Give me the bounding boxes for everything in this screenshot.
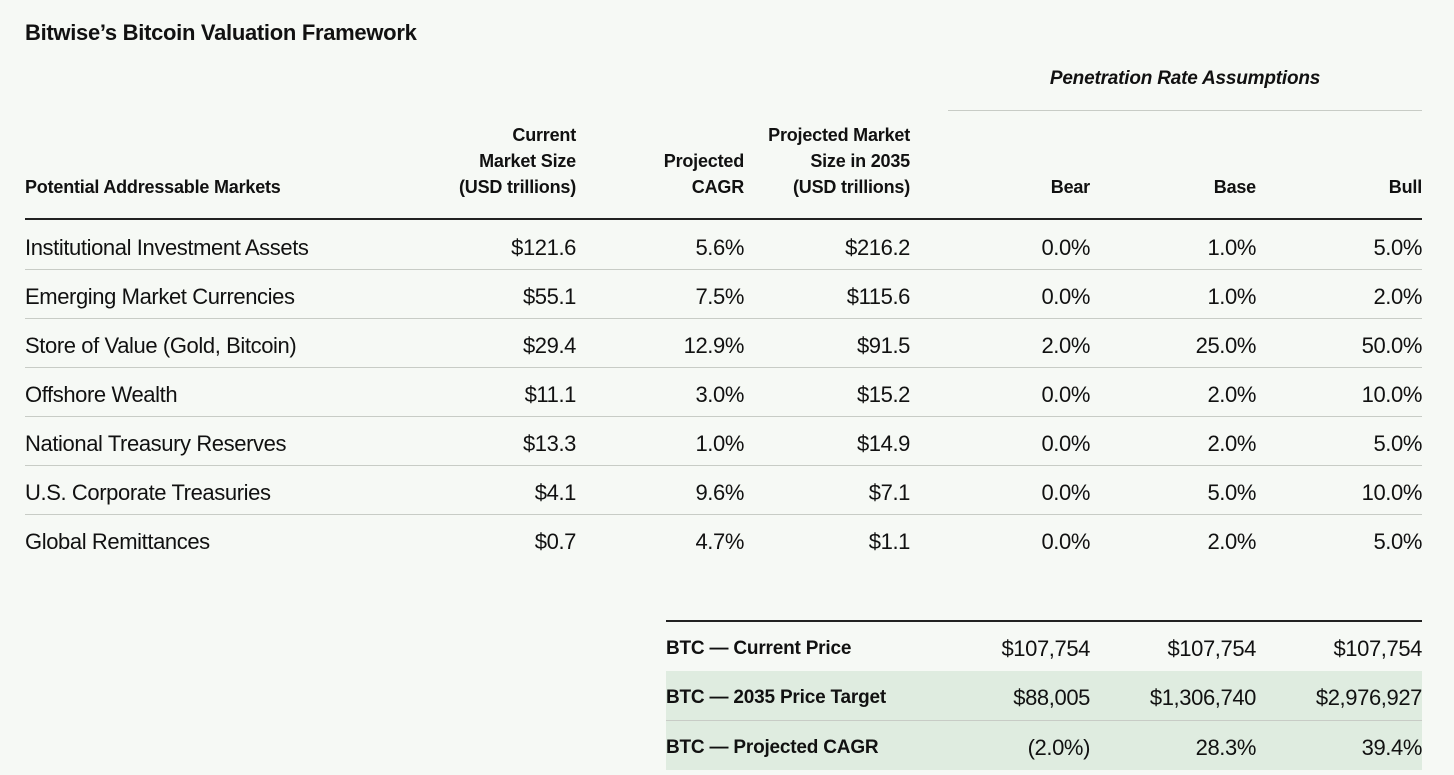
projected-size-value: $15.2 [856, 382, 910, 407]
header-line: Current [512, 125, 576, 145]
base-value: $1,306,740 [1149, 685, 1257, 710]
column-header-market: Potential Addressable Markets [25, 174, 281, 200]
table-row: Institutional Investment Assets $121.6 5… [25, 220, 1422, 270]
base-value: 5.0% [1207, 480, 1256, 505]
table-row: Emerging Market Currencies $55.1 7.5% $1… [25, 269, 1422, 319]
market-name: National Treasury Reserves [25, 431, 287, 456]
header-line: CAGR [691, 177, 744, 197]
column-header-current-size: Current Market Size (USD trillions) [459, 122, 576, 200]
bull-value: $2,976,927 [1315, 685, 1423, 710]
projected-size-value: $1.1 [868, 529, 911, 554]
summary-row-price-target: BTC — 2035 Price Target $88,005 $1,306,7… [666, 671, 1422, 721]
current-size-value: $13.3 [522, 431, 576, 456]
header-line: (USD trillions) [793, 177, 910, 197]
table-row: Store of Value (Gold, Bitcoin) $29.4 12.… [25, 318, 1422, 368]
bear-value: 0.0% [1041, 382, 1090, 407]
table-row: U.S. Corporate Treasuries $4.1 9.6% $7.1… [25, 465, 1422, 515]
current-size-value: $4.1 [534, 480, 577, 505]
bull-value: 39.4% [1361, 735, 1423, 760]
base-value: 28.3% [1195, 735, 1257, 760]
current-size-value: $0.7 [534, 529, 577, 554]
market-name: Emerging Market Currencies [25, 284, 295, 309]
bull-value: 5.0% [1373, 431, 1422, 456]
cagr-value: 3.0% [695, 382, 744, 407]
bear-value: 0.0% [1041, 529, 1090, 554]
header-line: Projected Market [768, 125, 910, 145]
bull-value: 50.0% [1361, 333, 1423, 358]
cagr-value: 9.6% [695, 480, 744, 505]
header-line: (USD trillions) [459, 177, 576, 197]
header-line: Base [1213, 177, 1256, 197]
market-name: Store of Value (Gold, Bitcoin) [25, 333, 297, 358]
market-name: Global Remittances [25, 529, 210, 554]
cagr-value: 1.0% [695, 431, 744, 456]
market-name: Offshore Wealth [25, 382, 178, 407]
column-header-base: Base [1214, 174, 1256, 200]
table-row: National Treasury Reserves $13.3 1.0% $1… [25, 416, 1422, 466]
cagr-value: 5.6% [695, 235, 744, 260]
penetration-rate-header: Penetration Rate Assumptions [1049, 68, 1321, 89]
header-line: Potential Addressable Markets [25, 177, 281, 197]
bull-value: 10.0% [1361, 480, 1423, 505]
bull-value: 5.0% [1373, 529, 1422, 554]
summary-row-projected-cagr: BTC — Projected CAGR (2.0%) 28.3% 39.4% [666, 721, 1422, 770]
bull-value: 5.0% [1373, 235, 1422, 260]
current-size-value: $11.1 [524, 382, 577, 407]
projected-size-value: $115.6 [846, 284, 911, 309]
projected-size-value: $7.1 [868, 480, 911, 505]
cagr-value: 7.5% [695, 284, 744, 309]
summary-label: BTC — Current Price [666, 638, 852, 659]
base-value: 25.0% [1195, 333, 1257, 358]
bear-value: 0.0% [1041, 235, 1090, 260]
current-size-value: $29.4 [522, 333, 576, 358]
cagr-value: 4.7% [695, 529, 744, 554]
header-divider [25, 218, 1422, 220]
bear-value: (2.0%) [1027, 735, 1091, 760]
market-name: U.S. Corporate Treasuries [25, 480, 271, 505]
bull-value: 2.0% [1373, 284, 1422, 309]
current-size-value: $55.1 [522, 284, 576, 309]
projected-size-value: $14.9 [856, 431, 910, 456]
header-line: Bull [1388, 177, 1422, 197]
bull-value: 10.0% [1361, 382, 1423, 407]
market-name: Institutional Investment Assets [25, 235, 309, 260]
group-divider [948, 110, 1422, 111]
base-value: 1.0% [1207, 284, 1256, 309]
bear-value: 0.0% [1041, 480, 1090, 505]
header-line: Size in 2035 [810, 151, 910, 171]
column-header-bull: Bull [1389, 174, 1422, 200]
base-value: 2.0% [1207, 529, 1256, 554]
base-value: 2.0% [1207, 382, 1256, 407]
base-value: $107,754 [1167, 636, 1256, 661]
summary-label: BTC — 2035 Price Target [666, 687, 886, 708]
summary-label: BTC — Projected CAGR [666, 737, 879, 758]
table-row: Offshore Wealth $11.1 3.0% $15.2 0.0% 2.… [25, 367, 1422, 417]
bear-value: 0.0% [1041, 431, 1090, 456]
cagr-value: 12.9% [683, 333, 745, 358]
header-line: Market Size [479, 151, 576, 171]
current-size-value: $121.6 [511, 235, 576, 260]
bear-value: 0.0% [1041, 284, 1090, 309]
bear-value: 2.0% [1041, 333, 1090, 358]
column-header-cagr: Projected CAGR [664, 148, 744, 200]
header-line: Bear [1050, 177, 1090, 197]
bear-value: $107,754 [1001, 636, 1090, 661]
column-header-projected-size: Projected Market Size in 2035 (USD trill… [768, 122, 910, 200]
projected-size-value: $216.2 [845, 235, 910, 260]
summary-row-current-price: BTC — Current Price $107,754 $107,754 $1… [666, 622, 1422, 672]
summary-divider [666, 620, 1422, 622]
table-row: Global Remittances $0.7 4.7% $1.1 0.0% 2… [25, 514, 1422, 563]
column-header-bear: Bear [1051, 174, 1090, 200]
bull-value: $107,754 [1333, 636, 1422, 661]
base-value: 2.0% [1207, 431, 1256, 456]
projected-size-value: $91.5 [856, 333, 910, 358]
header-line: Projected [663, 151, 744, 171]
base-value: 1.0% [1207, 235, 1256, 260]
page-title: Bitwise’s Bitcoin Valuation Framework [25, 20, 417, 45]
bear-value: $88,005 [1013, 685, 1090, 710]
